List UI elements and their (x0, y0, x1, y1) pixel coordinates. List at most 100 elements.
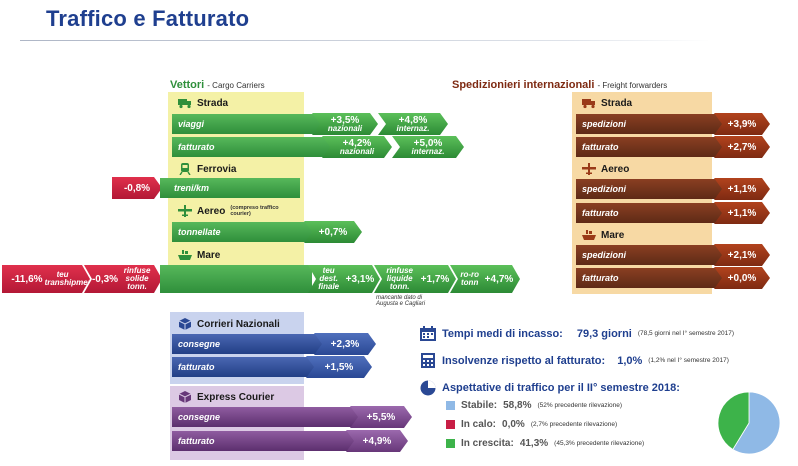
sped-mare-fatturato-value: +0,0% (727, 272, 757, 284)
strada-fatturato-int-sub: internaz. (411, 146, 445, 156)
legend-stabile-label: Stabile: (461, 400, 498, 411)
sped-mare-spedizioni-bar: spedizioni (576, 245, 722, 265)
sped-mare-fatturato-label: fatturato (582, 273, 619, 283)
ferrovia-row-label: treni/km (174, 183, 210, 193)
sped-strada-fatturato-label: fatturato (582, 142, 619, 152)
mare-teu-finale-label: teu dest. finale (318, 266, 340, 291)
sped-strada-fatturato-chevron: +2,7% (714, 136, 770, 158)
ferrovia-value: -0,8% (123, 182, 151, 194)
mare-roro-label: ro-ro tonn (460, 270, 479, 287)
corrieri-title: Corrieri Nazionali (197, 318, 280, 330)
legend-calo-note: (2,7% precedente rilevazione) (530, 421, 618, 428)
corrieri-fatturato-chevron: +1,5% (306, 356, 372, 378)
ship-icon (582, 230, 596, 240)
spedizionieri-subtitle: - Freight forwarders (597, 81, 668, 90)
sped-mare-label: Mare (601, 229, 625, 241)
vettori-ferrovia-label: Ferrovia (197, 163, 237, 175)
strada-fatturato-label: fatturato (178, 142, 215, 152)
express-fatturato-value: +4,9% (362, 435, 392, 447)
mare-teu-finale-value: +3,1% (345, 273, 375, 285)
aspettative-label: Aspettative di traffico per il II° semes… (442, 382, 680, 394)
express-header: Express Courier (178, 391, 274, 403)
legend-crescita-note: (45,3% precedente rilevazione) (554, 440, 645, 447)
package-icon (178, 391, 192, 403)
express-title: Express Courier (197, 391, 275, 403)
expectations-pie-chart (717, 391, 781, 455)
sped-mare-fatturato-chevron: +0,0% (714, 267, 770, 289)
mare-rinfuse-solide-chevron: -0,3% rinfuse solide tonn. (84, 265, 162, 293)
title-divider (20, 40, 710, 41)
vettori-strada-header: Strada (178, 97, 228, 109)
strada-viaggi-bar: viaggi (172, 114, 322, 134)
express-fatturato-chevron: +4,9% (346, 430, 408, 452)
plane-icon (178, 205, 192, 217)
mare-transhipment-chevron: -11,6% teu transhipment (2, 265, 90, 293)
truck-icon (582, 99, 595, 109)
sped-strada-spedizioni-bar: spedizioni (576, 114, 722, 134)
pie-slice-stabile (732, 391, 781, 455)
sped-strada-fatturato-bar: fatturato (576, 137, 722, 157)
strada-fatturato-naz-sub: nazionali (339, 146, 375, 156)
aereo-bar: tonnellate (172, 222, 312, 242)
legend-stabile-value: 58,8% (503, 400, 532, 411)
legend-calo-value: 0,0% (502, 419, 525, 430)
aspettative-row: Aspettative di traffico per il II° semes… (420, 380, 680, 396)
express-consegne-bar: consegne (172, 407, 360, 427)
corrieri-fatturato-bar: fatturato (172, 357, 314, 377)
strada-fatturato-naz-value: +4,2% (342, 137, 372, 149)
pie-slice-in-crescita (717, 391, 750, 450)
corrieri-consegne-value: +2,3% (330, 338, 360, 350)
strada-fatturato-naz-chevron: +4,2% nazionali (322, 136, 392, 158)
sped-strada-fatturato-value: +2,7% (727, 141, 757, 153)
mare-rinfuse-solide-value: -0,3% (91, 273, 119, 285)
sped-strada-label: Strada (601, 97, 633, 109)
legend-crescita-value: 41,3% (519, 438, 549, 449)
strada-viaggi-int-sub: internaz. (396, 123, 430, 133)
sped-mare-fatturato-bar: fatturato (576, 268, 722, 288)
vettori-mare-label: Mare (197, 249, 221, 261)
express-fatturato-bar: fatturato (172, 431, 356, 451)
vettori-aereo-header: Aereo (compreso traffico courier) (178, 205, 280, 217)
legend-crescita-label: In crescita: (461, 438, 514, 449)
mare-transhipment-label: teu transhipment (44, 270, 96, 287)
sped-aereo-fatturato-value: +1,1% (727, 207, 757, 219)
sped-mare-spedizioni-value: +2,1% (727, 249, 757, 261)
vettori-subtitle: - Cargo Carriers (207, 81, 265, 90)
vettori-ferrovia-header: Ferrovia (178, 163, 236, 175)
legend-swatch (446, 401, 455, 410)
sped-aereo-fatturato-bar: fatturato (576, 203, 722, 223)
vettori-title: Vettori (170, 79, 205, 91)
page-title: Traffico e Fatturato (46, 6, 250, 31)
corrieri-consegne-bar: consegne (172, 334, 322, 354)
legend-swatch (446, 439, 455, 448)
legend-swatch (446, 420, 455, 429)
mare-bar (160, 265, 312, 293)
strada-viaggi-int-chevron: +4,8% internaz. (378, 113, 448, 135)
ship-icon (178, 250, 192, 260)
plane-icon (582, 163, 596, 175)
calendar-icon (420, 326, 436, 341)
legend-crescita: In crescita: 41,3% (45,3% precedente ril… (446, 438, 644, 449)
train-icon (179, 163, 191, 175)
sped-aereo-header: Aereo (582, 163, 629, 175)
insolvenze-row: Insolvenze rispetto al fatturato: 1,0% (… (420, 353, 729, 368)
corrieri-fatturato-label: fatturato (178, 362, 215, 372)
incasso-note: (78,5 giorni nel I° semestre 2017) (637, 330, 735, 337)
vettori-aereo-note: (compreso traffico courier) (230, 205, 279, 217)
aereo-row-label: tonnellate (178, 227, 221, 237)
mare-rinfuse-liquide-chevron: rinfuse liquide tonn. +1,7% (374, 265, 456, 293)
express-fatturato-label: fatturato (178, 436, 215, 446)
strada-viaggi-naz-sub: nazionali (327, 123, 363, 133)
incasso-value: 79,3 giorni (576, 327, 632, 340)
express-consegne-label: consegne (178, 412, 221, 422)
vettori-mare-header: Mare (178, 249, 220, 261)
sped-strada-spedizioni-label: spedizioni (582, 119, 627, 129)
corrieri-fatturato-value: +1,5% (324, 361, 354, 373)
aereo-value: +0,7% (318, 226, 348, 238)
strada-fatturato-int-chevron: +5,0% internaz. (392, 136, 464, 158)
pie-chart-icon (420, 380, 436, 396)
corrieri-consegne-chevron: +2,3% (314, 333, 376, 355)
package-icon (178, 318, 192, 330)
legend-stabile-note: (52% precedente rilevazione) (537, 402, 623, 409)
sped-aereo-spedizioni-bar: spedizioni (576, 179, 722, 199)
